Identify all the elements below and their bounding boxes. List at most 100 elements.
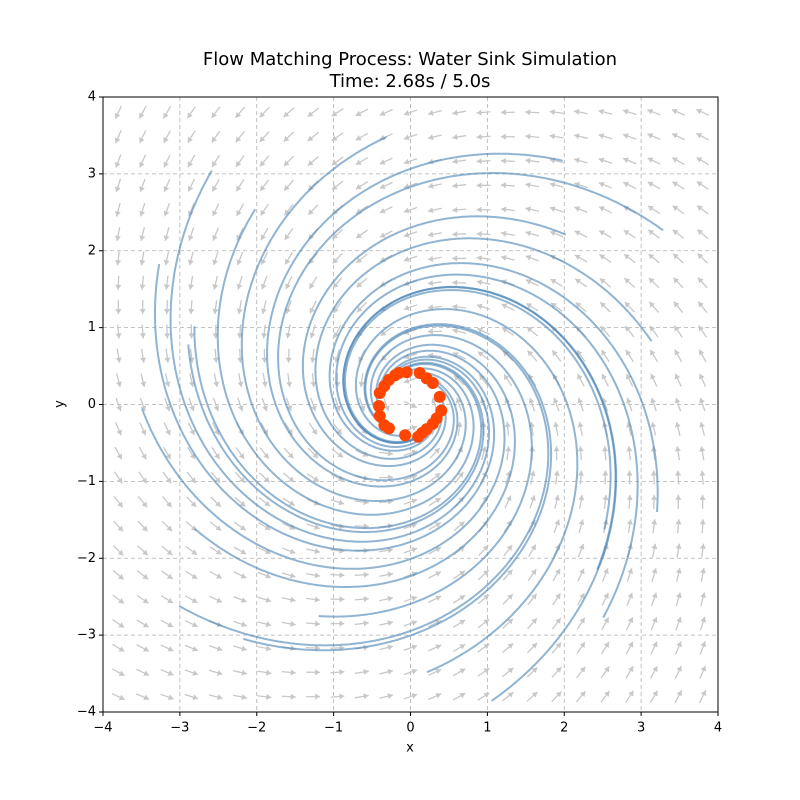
field-arrow-head — [699, 397, 705, 404]
field-arrow-head — [555, 593, 561, 600]
field-arrow-head — [623, 181, 630, 188]
field-arrow-head — [530, 569, 537, 575]
field-arrow-head — [164, 405, 171, 412]
field-arrow-head — [507, 594, 513, 600]
field-arrow-head — [379, 110, 386, 116]
field-arrow-head — [331, 110, 338, 117]
field-arrow-head — [288, 500, 295, 506]
field-arrow-head — [259, 136, 266, 142]
field-arrow-head — [598, 181, 605, 188]
field-arrow-head — [602, 470, 609, 476]
field-arrow-head — [598, 133, 605, 140]
field-arrow-head — [241, 694, 247, 700]
field-arrow-head — [627, 568, 634, 574]
field-arrow-head — [331, 135, 338, 141]
field-arrow-head — [435, 595, 442, 602]
field-arrow-head — [574, 181, 580, 188]
field-arrow-head — [698, 301, 704, 308]
field-arrow-head — [652, 690, 658, 697]
field-arrow-head — [117, 525, 124, 532]
field-arrow-head — [549, 206, 556, 213]
field-arrow-head — [355, 135, 362, 141]
field-arrow-head — [187, 235, 194, 241]
field-arrow-head — [356, 232, 362, 239]
field-arrow-head — [574, 133, 580, 140]
field-arrow-head — [235, 136, 242, 143]
field-arrow-head — [411, 402, 417, 409]
field-arrow-head — [435, 571, 442, 577]
field-arrow-head — [260, 185, 266, 191]
field-arrow-head — [379, 207, 386, 214]
field-arrow-head — [189, 405, 195, 412]
field-arrow-head — [265, 596, 272, 603]
field-arrow-head — [427, 255, 434, 262]
field-arrow-head — [290, 620, 296, 627]
field-arrow-head — [428, 207, 434, 214]
field-arrow-head — [188, 284, 195, 290]
field-arrow-head — [356, 257, 363, 263]
field-arrow-head — [289, 572, 296, 579]
field-arrow-head — [314, 524, 320, 530]
field-arrow-head — [265, 572, 271, 579]
field-arrow-head — [574, 254, 581, 261]
field-arrow-head — [260, 258, 267, 265]
field-arrow-head — [700, 592, 707, 599]
field-arrow-head — [529, 470, 536, 477]
particle — [373, 410, 386, 423]
field-arrow-head — [285, 357, 292, 363]
field-arrow-head — [624, 302, 631, 308]
field-arrow-head — [699, 470, 706, 476]
trajectory — [178, 324, 550, 647]
field-arrow-head — [163, 210, 170, 217]
field-arrow-head — [452, 206, 458, 213]
field-arrow-head — [339, 693, 345, 700]
field-arrow-head — [339, 596, 345, 603]
field-arrow-head — [696, 157, 703, 163]
field-arrow-head — [579, 642, 585, 649]
field-arrow-head — [139, 259, 146, 266]
field-arrow-head — [648, 230, 655, 236]
field-arrow-head — [435, 546, 441, 553]
field-arrow-head — [676, 690, 682, 697]
field-arrow-head — [187, 185, 194, 192]
field-arrow-head — [163, 137, 169, 143]
field-arrow-head — [331, 159, 338, 166]
field-arrow-head — [411, 668, 418, 675]
field-arrow-head — [700, 616, 707, 623]
field-arrow-head — [578, 494, 585, 501]
field-arrow-head — [263, 452, 269, 459]
field-arrow-head — [458, 521, 465, 528]
field-arrow-head — [598, 157, 605, 164]
field-arrow-head — [166, 525, 173, 532]
field-arrow-head — [310, 381, 317, 388]
field-arrow-head — [531, 593, 537, 600]
field-arrow-head — [555, 691, 562, 698]
trajectory — [169, 170, 490, 543]
field-arrow-head — [698, 325, 705, 332]
field-arrow-head — [652, 666, 658, 672]
field-arrow-head — [236, 283, 243, 290]
x-tick-label: 1 — [483, 721, 491, 736]
field-arrow-head — [675, 519, 682, 525]
field-arrow-head — [628, 666, 634, 673]
field-arrow-head — [211, 112, 217, 118]
field-arrow-head — [627, 592, 634, 599]
field-arrow-head — [476, 133, 482, 140]
field-arrow-head — [188, 259, 194, 266]
field-arrow-head — [525, 109, 531, 116]
field-arrow-head — [626, 397, 632, 404]
field-arrow-head — [699, 373, 705, 380]
field-arrow-head — [240, 573, 247, 579]
trajectory — [318, 334, 533, 618]
field-arrow-head — [552, 350, 558, 357]
field-arrow-head — [114, 137, 121, 144]
field-arrow-head — [459, 668, 466, 674]
field-arrow-head — [525, 206, 531, 213]
field-arrow-head — [604, 691, 610, 697]
field-arrow-head — [165, 429, 171, 436]
field-arrow-head — [163, 308, 170, 315]
y-tick-label: 0 — [88, 397, 96, 412]
field-arrow-head — [314, 620, 321, 627]
field-arrow-head — [261, 308, 267, 314]
field-arrow-head — [239, 500, 246, 507]
